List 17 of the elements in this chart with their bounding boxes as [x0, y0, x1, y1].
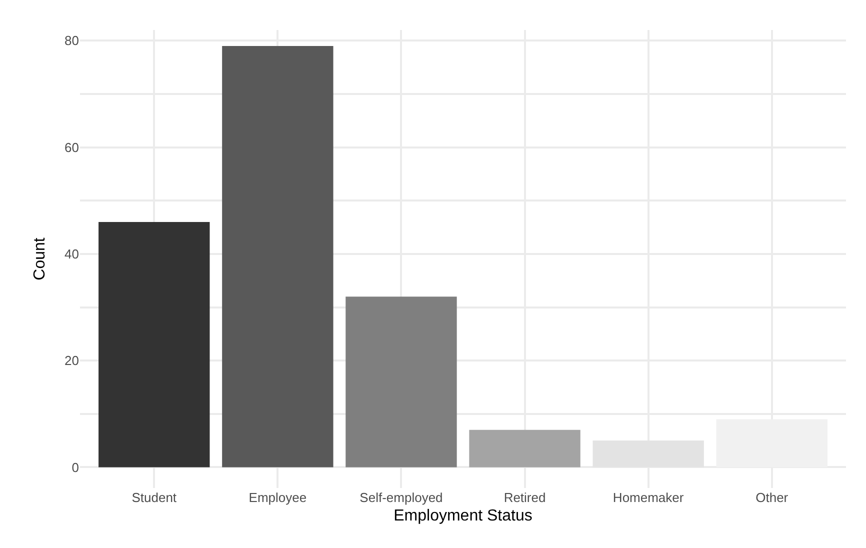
- x-tick-label: Self-employed: [360, 490, 443, 505]
- bar: [469, 430, 580, 468]
- bar: [346, 296, 457, 468]
- y-tick-label: 60: [64, 140, 79, 155]
- x-tick-label: Employee: [248, 490, 307, 505]
- bar: [222, 46, 334, 468]
- x-tick-label: Retired: [504, 490, 546, 505]
- y-tick-label: 40: [64, 246, 79, 262]
- y-tick-label: 0: [72, 460, 79, 475]
- x-tick-label: Other: [756, 490, 789, 505]
- x-axis-title: Employment Status: [394, 508, 532, 525]
- y-axis-title: Count: [31, 237, 48, 280]
- y-tick-label: 80: [64, 33, 79, 48]
- bar: [98, 222, 210, 468]
- x-tick-label: Student: [132, 490, 177, 505]
- y-tick-label: 20: [64, 353, 79, 368]
- x-tick-label: Homemaker: [612, 490, 684, 505]
